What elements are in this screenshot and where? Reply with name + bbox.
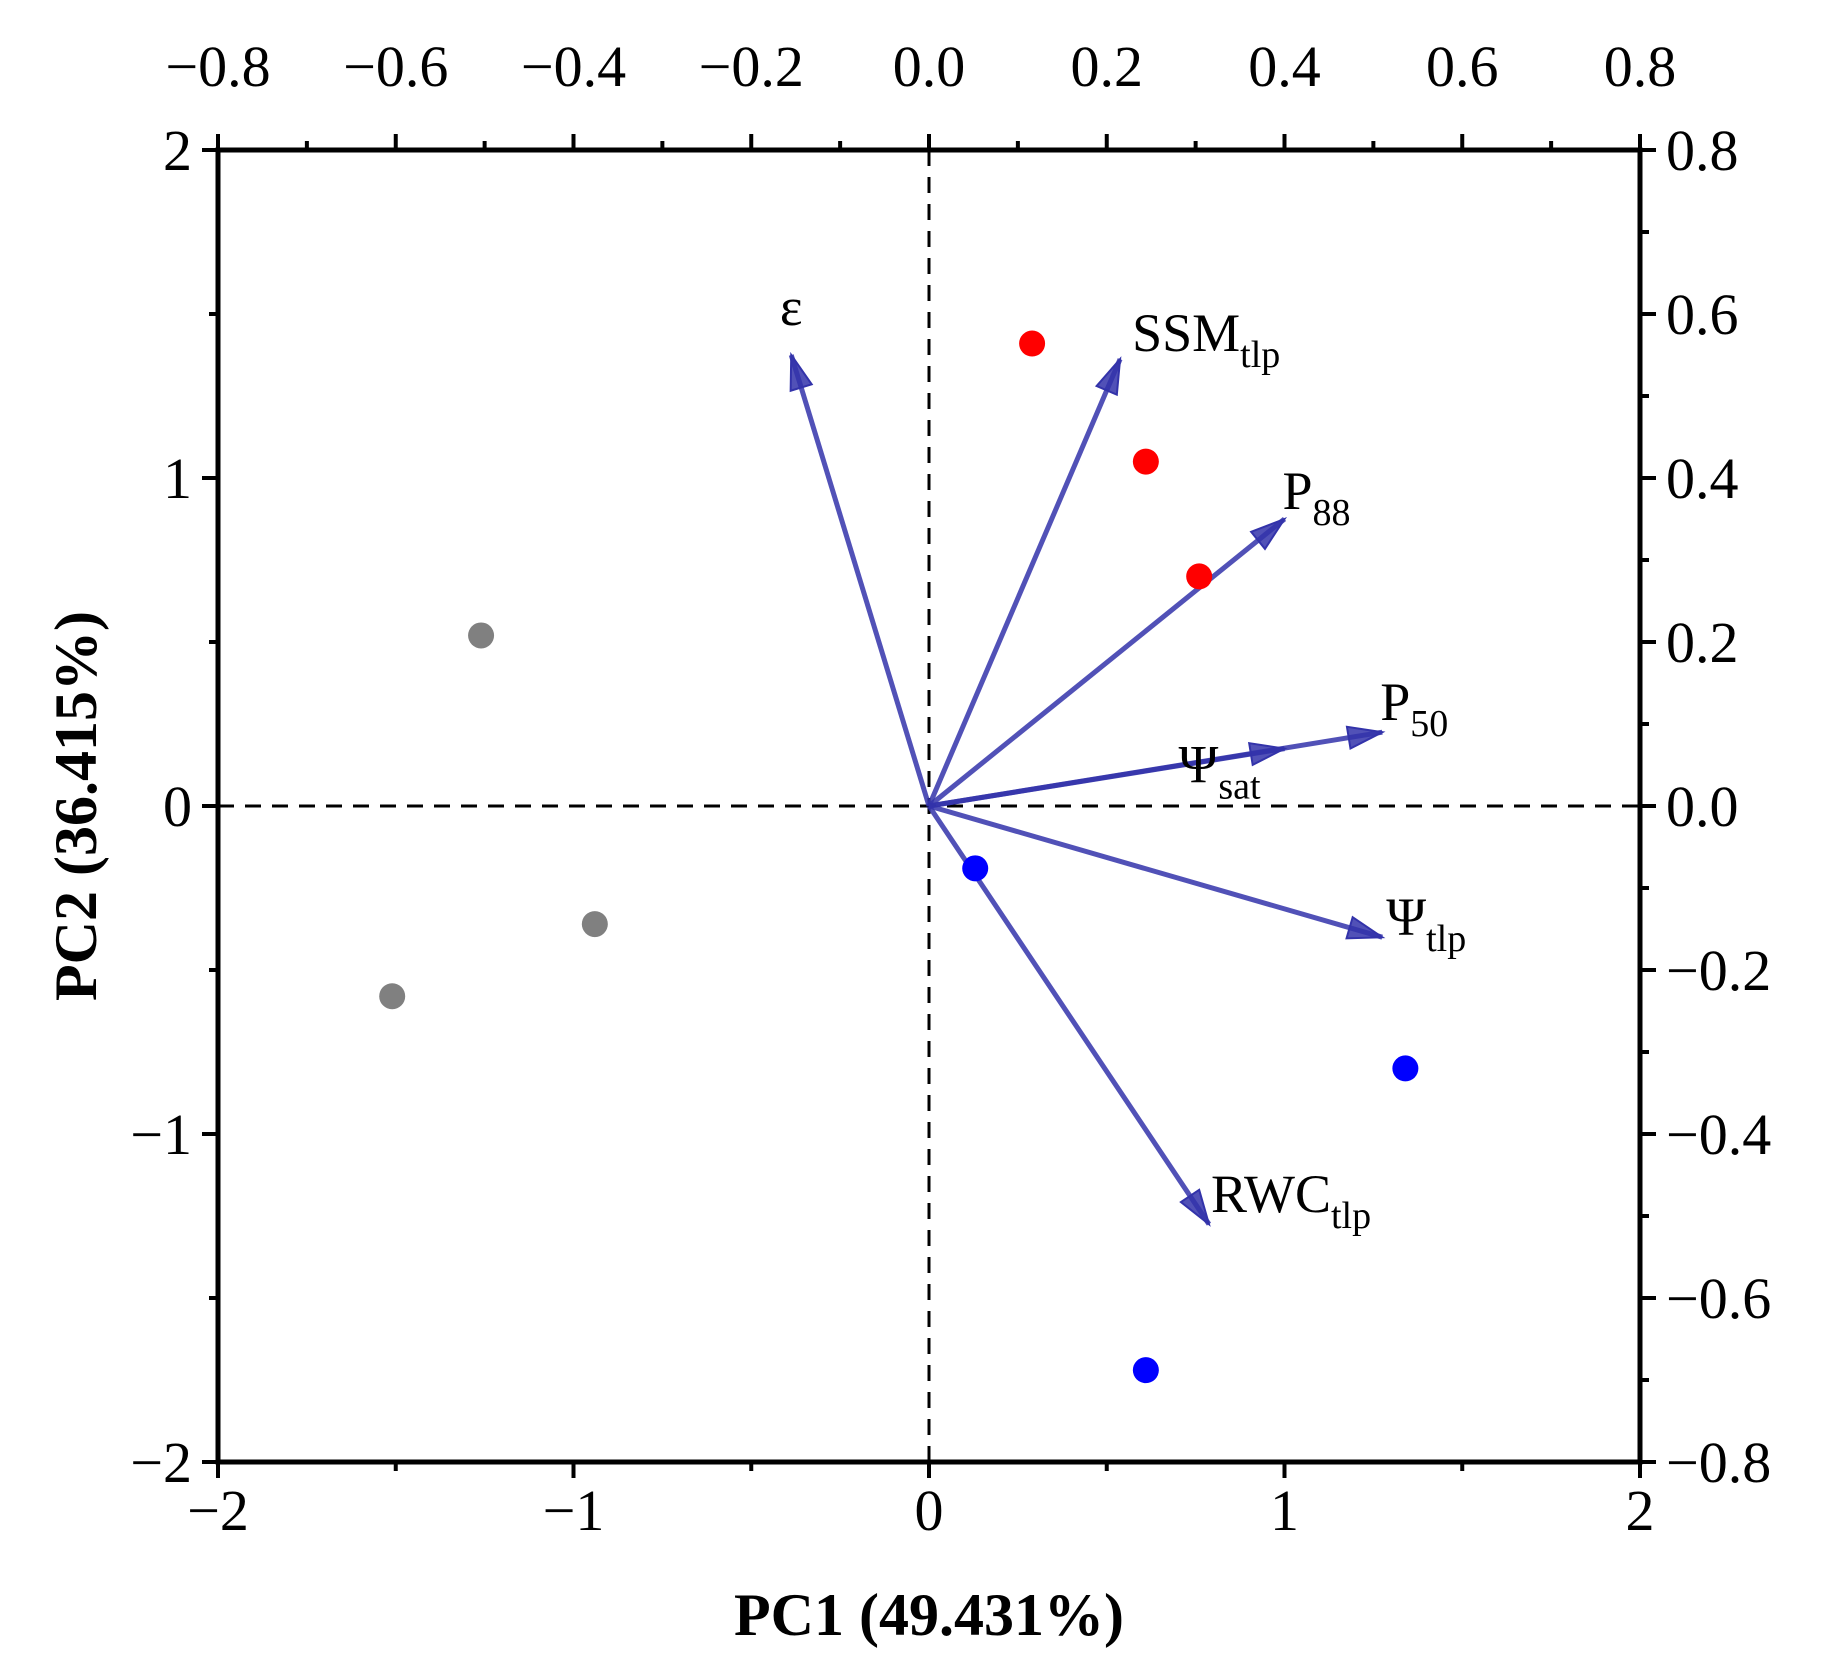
top-tick-label: −0.2 <box>699 34 804 99</box>
score-point <box>379 983 406 1010</box>
vector-arrowhead <box>1094 356 1122 397</box>
top-tick-label: −0.6 <box>343 34 448 99</box>
vector-shaft <box>928 803 1383 940</box>
x-tick-label: 0 <box>915 1478 944 1543</box>
loading-label: P50 <box>1380 672 1448 745</box>
score-point <box>468 622 495 649</box>
top-tick-label: 0.4 <box>1248 34 1321 99</box>
loading-label: RWCtlp <box>1211 1164 1371 1237</box>
vector-arrowhead <box>1179 1188 1211 1227</box>
top-tick-label: −0.8 <box>165 34 270 99</box>
loading-label-subscript: sat <box>1218 766 1261 808</box>
loading-label-subscript: tlp <box>1240 334 1280 376</box>
loading-label-main: P <box>1283 461 1313 521</box>
loading-label-main: SSM <box>1132 303 1240 363</box>
score-point <box>1019 330 1046 357</box>
y-tick-label: 1 <box>163 446 192 511</box>
score-point <box>1186 563 1213 590</box>
vector-shaft <box>927 517 1287 808</box>
right-tick-label: 0.4 <box>1666 446 1739 511</box>
axis-ticks <box>202 134 1656 1478</box>
top-tick-label: −0.4 <box>521 34 626 99</box>
y-tick-label: 2 <box>163 118 192 183</box>
loading-label-subscript: tlp <box>1331 1195 1371 1237</box>
y-tick-label: −2 <box>130 1430 192 1495</box>
x-axis-title: PC1 (49.431%) <box>734 1582 1124 1648</box>
x-tick-label: −1 <box>543 1478 605 1543</box>
loading-vector <box>788 351 932 807</box>
right-tick-label: −0.4 <box>1666 1102 1771 1167</box>
loading-label-main: RWC <box>1211 1164 1331 1224</box>
y-tick-label: −1 <box>130 1102 192 1167</box>
right-tick-label: 0.8 <box>1666 118 1739 183</box>
loading-label-main: P <box>1380 672 1410 732</box>
vector-arrowhead <box>1345 915 1386 940</box>
loading-vectors <box>788 351 1386 1227</box>
score-point <box>581 911 608 938</box>
right-tick-label: 0.6 <box>1666 282 1739 347</box>
vector-arrowhead <box>1249 516 1288 551</box>
loading-label-main: ε <box>780 277 803 337</box>
top-tick-label: 0.0 <box>893 34 966 99</box>
right-tick-label: −0.8 <box>1666 1430 1771 1495</box>
x-tick-label: −2 <box>187 1478 249 1543</box>
loading-label-main: Ψ <box>1386 887 1426 947</box>
loading-label: Ψtlp <box>1386 887 1466 960</box>
loading-label: SSMtlp <box>1132 303 1280 376</box>
y-axis-title: PC2 (36.415%) <box>43 611 109 1001</box>
y-tick-label: 0 <box>163 774 192 839</box>
loading-vector <box>928 725 1386 809</box>
loading-vector <box>928 803 1386 940</box>
loading-label-subscript: 50 <box>1410 703 1448 745</box>
loading-label-subscript: 88 <box>1313 492 1351 534</box>
loading-vector <box>927 516 1288 808</box>
score-points <box>379 330 1419 1384</box>
vector-shaft <box>926 358 1123 807</box>
top-tick-label: 0.6 <box>1426 34 1499 99</box>
right-tick-label: −0.6 <box>1666 1266 1771 1331</box>
loading-label: ε <box>780 277 803 337</box>
vector-shaft <box>788 354 932 807</box>
loading-label: P88 <box>1283 461 1351 534</box>
top-tick-label: 0.8 <box>1604 34 1677 99</box>
x-tick-label: 1 <box>1270 1478 1299 1543</box>
loading-label: Ψsat <box>1179 735 1261 808</box>
score-point <box>1392 1055 1419 1082</box>
right-tick-label: 0.0 <box>1666 774 1739 839</box>
right-tick-label: −0.2 <box>1666 938 1771 1003</box>
x-tick-label: 2 <box>1626 1478 1655 1543</box>
top-tick-label: 0.2 <box>1071 34 1144 99</box>
score-point <box>1132 448 1159 475</box>
loading-label-main: Ψ <box>1179 735 1219 795</box>
loading-vector <box>926 356 1123 807</box>
score-point <box>962 855 989 882</box>
right-tick-label: 0.2 <box>1666 610 1739 675</box>
loading-label-subscript: tlp <box>1426 918 1466 960</box>
vector-shaft <box>928 729 1383 809</box>
vector-arrowhead <box>1345 725 1386 751</box>
score-point <box>1132 1357 1159 1384</box>
vector-arrowhead <box>789 351 814 393</box>
